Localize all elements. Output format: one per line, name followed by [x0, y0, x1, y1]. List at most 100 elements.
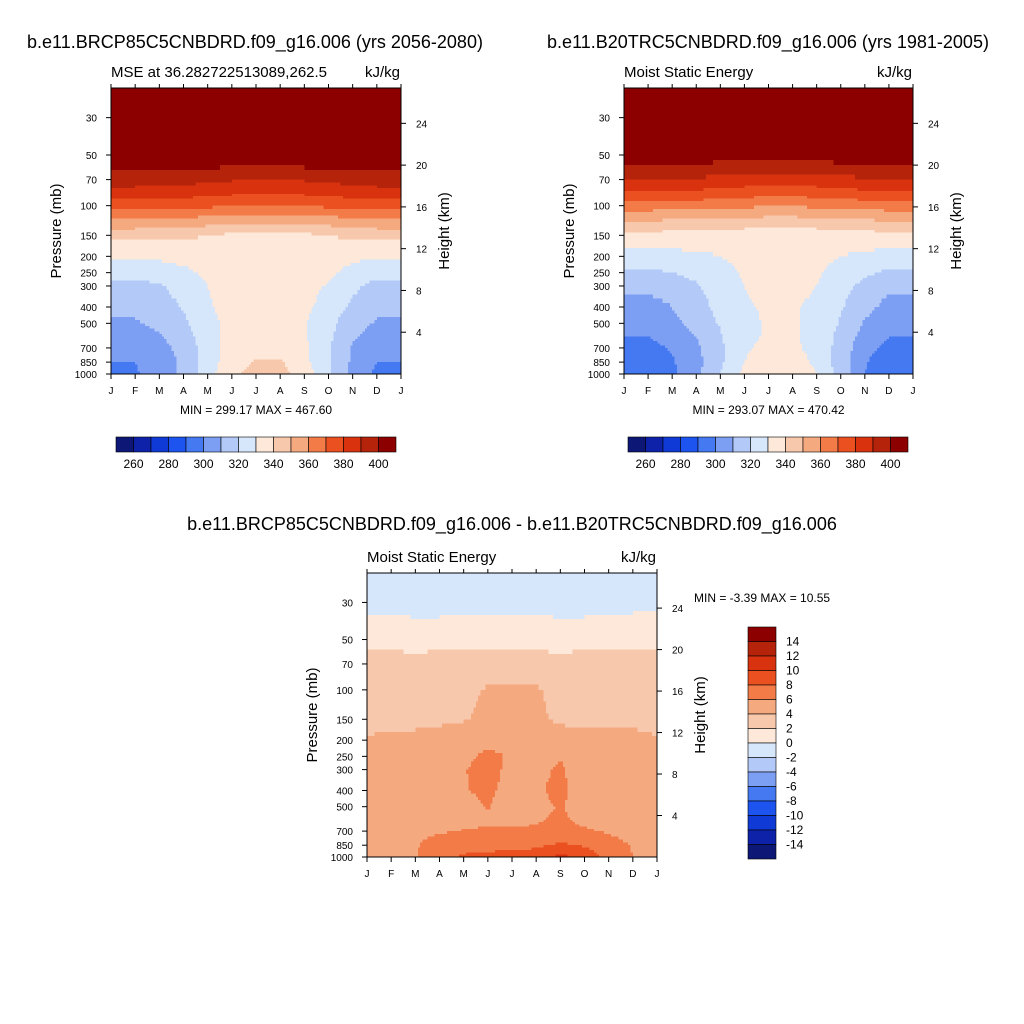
- contour-cell: [166, 239, 170, 245]
- contour-cell: [185, 203, 189, 207]
- contour-cell: [340, 200, 344, 204]
- contour-cell: [217, 212, 221, 217]
- contour-cell: [123, 221, 127, 226]
- contour-cell: [156, 224, 160, 228]
- contour-cell: [318, 269, 322, 274]
- contour-cell: [154, 174, 158, 181]
- contour-cell: [224, 208, 228, 213]
- contour-cell: [280, 229, 284, 234]
- contour-cell: [381, 252, 385, 257]
- contour-cell: [130, 227, 134, 231]
- contour-cell: [125, 235, 129, 241]
- contour-cell: [379, 239, 383, 245]
- contour-cell: [113, 203, 117, 207]
- contour-cell: [321, 193, 325, 197]
- contour-cell: [132, 259, 136, 264]
- contour-cell: [359, 188, 363, 192]
- contour-cell: [188, 101, 192, 116]
- contour-cell: [161, 159, 165, 166]
- contour-cell: [294, 235, 298, 241]
- contour-cell: [391, 185, 395, 189]
- contour-cell: [183, 212, 187, 217]
- contour-cell: [280, 200, 284, 204]
- contour-cell: [330, 215, 334, 220]
- contour-cell: [130, 179, 134, 184]
- contour-cell: [231, 101, 235, 116]
- contour-cell: [268, 218, 272, 223]
- contour-cell: [318, 188, 322, 192]
- contour-cell: [316, 154, 320, 161]
- contour-cell: [347, 188, 351, 192]
- contour-cell: [379, 196, 383, 200]
- contour-cell: [190, 262, 194, 267]
- contour-cell: [369, 164, 373, 171]
- contour-cell: [294, 227, 298, 231]
- contour-cell: [239, 101, 243, 116]
- contour-cell: [178, 212, 182, 217]
- contour-cell: [289, 266, 293, 270]
- contour-cell: [125, 128, 129, 143]
- contour-cell: [287, 196, 291, 200]
- contour-cell: [125, 229, 129, 234]
- contour-cell: [198, 88, 202, 102]
- contour-cell: [219, 224, 223, 228]
- contour-cell: [178, 164, 182, 171]
- contour-cell: [388, 252, 392, 257]
- contour-cell: [115, 190, 119, 195]
- contour-cell: [330, 239, 334, 245]
- contour-cell: [362, 203, 366, 207]
- contour-cell: [132, 164, 136, 171]
- contour-cell: [183, 218, 187, 223]
- contour-cell: [396, 164, 400, 171]
- contour-cell: [115, 259, 119, 264]
- contour-cell: [140, 88, 144, 102]
- contour-cell: [338, 266, 342, 270]
- contour-cell: [309, 256, 313, 261]
- contour-cell: [292, 114, 296, 129]
- contour-cell: [198, 243, 202, 249]
- contour-cell: [391, 212, 395, 217]
- contour-cell: [301, 128, 305, 143]
- contour-cell: [347, 190, 351, 195]
- contour-cell: [275, 200, 279, 204]
- contour-cell: [149, 128, 153, 143]
- contour-cell: [343, 188, 347, 192]
- contour-cell: [275, 154, 279, 161]
- contour-cell: [314, 101, 318, 116]
- contour-cell: [326, 193, 330, 197]
- contour-cell: [367, 196, 371, 200]
- contour-cell: [277, 256, 281, 261]
- contour-cell: [338, 215, 342, 220]
- contour-cell: [236, 198, 240, 202]
- contour-cell: [210, 212, 214, 217]
- contour-cell: [304, 232, 308, 236]
- contour-cell: [166, 205, 170, 210]
- contour-cell: [347, 247, 351, 253]
- contour-cell: [231, 247, 235, 253]
- contour-cell: [137, 169, 141, 176]
- contour-cell: [241, 262, 245, 267]
- contour-cell: [161, 88, 165, 102]
- contour-cell: [263, 272, 267, 276]
- contour-cell: [239, 200, 243, 204]
- contour-cell: [140, 218, 144, 223]
- contour-cell: [123, 188, 127, 192]
- contour-cell: [125, 179, 129, 184]
- contour-cell: [398, 190, 401, 195]
- contour-cell: [200, 266, 204, 270]
- contour-cell: [289, 203, 293, 207]
- contour-cell: [347, 269, 351, 274]
- contour-cell: [376, 164, 380, 171]
- contour-cell: [125, 193, 129, 197]
- contour-cell: [357, 185, 361, 189]
- contour-cell: [362, 114, 366, 129]
- contour-cell: [217, 182, 221, 186]
- contour-cell: [345, 247, 349, 253]
- contour-cell: [386, 229, 390, 234]
- contour-cell: [135, 259, 139, 264]
- contour-cell: [243, 239, 247, 245]
- contour-cell: [185, 182, 189, 186]
- contour-cell: [345, 205, 349, 210]
- contour-cell: [231, 256, 235, 261]
- contour-cell: [159, 198, 163, 202]
